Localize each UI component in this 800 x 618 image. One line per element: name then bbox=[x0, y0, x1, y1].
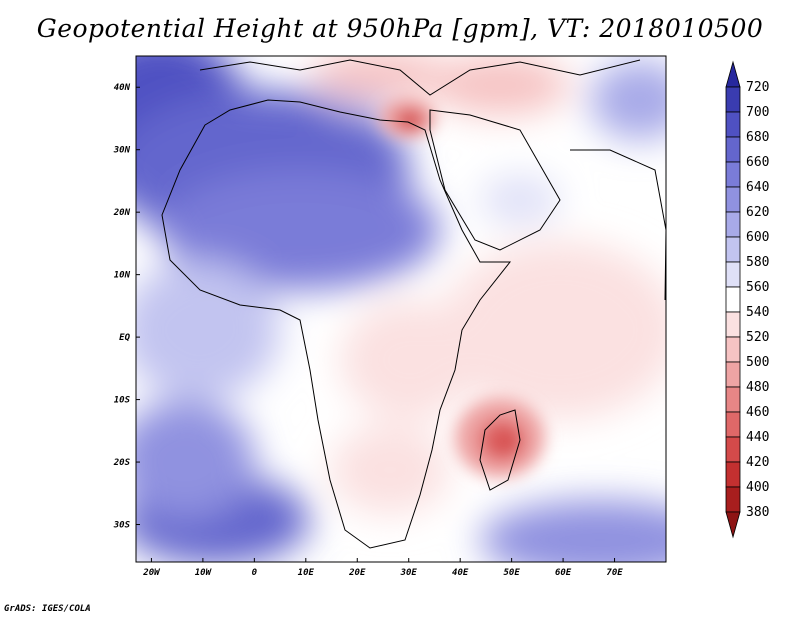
lat-tick-label: 30N bbox=[113, 146, 131, 156]
lat-tick-label: 10S bbox=[114, 396, 131, 406]
colorbar-label: 560 bbox=[746, 280, 769, 295]
colorbar-swatch bbox=[725, 436, 741, 463]
colorbar-swatch bbox=[725, 286, 741, 313]
colorbar-label: 680 bbox=[746, 130, 769, 145]
lat-tick-label: EQ bbox=[119, 333, 130, 343]
colorbar-label: 400 bbox=[746, 480, 769, 495]
latitude-axis: 40N 30N 20N 10N EQ 10S 20S 30S bbox=[113, 83, 140, 531]
lon-tick-label: 30E bbox=[400, 568, 418, 578]
colorbar-label: 380 bbox=[746, 505, 769, 520]
lon-tick-label: 40E bbox=[452, 568, 469, 578]
colorbar: 720 700 680 660 640 620 600 580 560 540 520 500 480 4… bbox=[725, 60, 769, 539]
colorbar-label: 420 bbox=[746, 455, 769, 470]
arabia-coastline bbox=[429, 109, 561, 251]
lon-tick-label: 50E bbox=[503, 568, 520, 578]
colorbar-swatch bbox=[725, 361, 741, 388]
map-frame bbox=[135, 55, 667, 563]
lon-tick-label: 20W bbox=[142, 568, 161, 578]
lat-tick-label: 20N bbox=[113, 208, 131, 218]
colorbar-label: 640 bbox=[746, 180, 769, 195]
coastlines bbox=[161, 59, 666, 549]
longitude-axis: 20W 10W 0 10E 20E 30E 40E 50E 60E 70E bbox=[142, 558, 623, 578]
colorbar-swatch bbox=[725, 236, 741, 263]
lon-tick-label: 0 bbox=[252, 568, 258, 578]
colorbar-swatch bbox=[725, 461, 741, 488]
lon-tick-label: 20E bbox=[348, 568, 366, 578]
lon-tick-label: 10W bbox=[195, 568, 213, 578]
colorbar-label: 480 bbox=[746, 380, 769, 395]
colorbar-label: 520 bbox=[746, 330, 769, 345]
colorbar-label: 580 bbox=[746, 255, 769, 270]
colorbar-swatch bbox=[725, 136, 741, 163]
colorbar-swatch bbox=[725, 411, 741, 438]
colorbar-label: 720 bbox=[746, 80, 769, 95]
height-field bbox=[136, 56, 666, 562]
colorbar-swatch bbox=[725, 111, 741, 138]
colorbar-label: 620 bbox=[746, 205, 769, 220]
colorbar-swatch bbox=[725, 486, 741, 513]
lat-tick-label: 20S bbox=[113, 458, 131, 468]
colorbar-swatch bbox=[725, 186, 741, 213]
colorbar-swatch bbox=[725, 86, 741, 113]
colorbar-swatch bbox=[725, 311, 741, 338]
lon-tick-label: 60E bbox=[555, 568, 572, 578]
lat-tick-label: 30S bbox=[113, 521, 131, 531]
colorbar-swatch bbox=[725, 511, 741, 539]
africa-coastline bbox=[161, 99, 512, 549]
colorbar-label: 500 bbox=[746, 355, 769, 370]
lon-tick-label: 10E bbox=[298, 568, 315, 578]
colorbar-label: 540 bbox=[746, 305, 769, 320]
chart-title: Geopotential Height at 950hPa [gpm], VT:… bbox=[36, 14, 764, 43]
colorbar-swatch bbox=[725, 336, 741, 363]
colorbar-swatch bbox=[725, 60, 741, 88]
lon-tick-label: 70E bbox=[606, 568, 623, 578]
lat-tick-label: 40N bbox=[114, 83, 131, 93]
colorbar-label: 440 bbox=[746, 430, 769, 445]
colorbar-label: 700 bbox=[746, 105, 769, 120]
colorbar-label: 460 bbox=[746, 405, 769, 420]
colorbar-swatch bbox=[725, 261, 741, 288]
colorbar-swatch bbox=[725, 161, 741, 188]
colorbar-label: 600 bbox=[746, 230, 769, 245]
colorbar-swatch bbox=[725, 386, 741, 413]
madagascar-coastline bbox=[479, 409, 521, 491]
credit-text: GrADS: IGES/COLA bbox=[4, 604, 91, 614]
colorbar-swatch bbox=[725, 211, 741, 238]
lat-tick-label: 10N bbox=[114, 271, 131, 281]
colorbar-label: 660 bbox=[746, 155, 769, 170]
europe-coastline bbox=[199, 59, 641, 96]
